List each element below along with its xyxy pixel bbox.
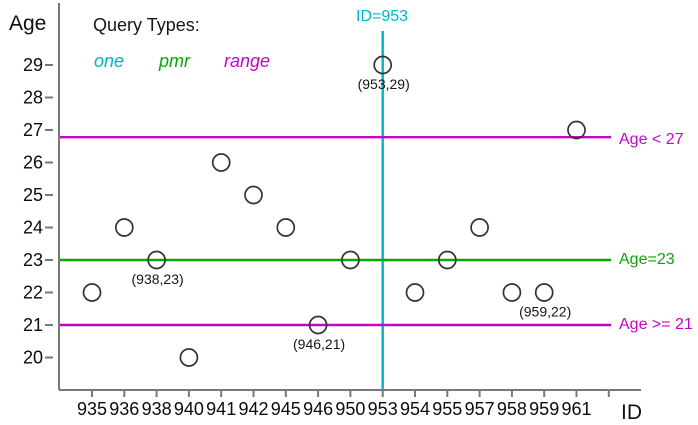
legend-item-one: one [94, 51, 125, 71]
x-tick-label: 961 [561, 399, 591, 419]
data-point [405, 283, 425, 302]
data-point [147, 250, 166, 270]
data-point [373, 55, 393, 75]
y-tick-label: 29 [23, 55, 43, 75]
data-point [534, 283, 554, 302]
x-tick-label: 941 [206, 399, 236, 419]
y-axis-title: Age [9, 12, 47, 35]
range-lower-query-line-label: Age >= 21 [619, 316, 693, 333]
x-tick-label: 946 [303, 399, 333, 419]
point-label: (959,22) [519, 304, 571, 320]
legend-item-range: range [224, 51, 271, 71]
data-point [437, 250, 457, 270]
data-point [179, 348, 199, 367]
data-point [82, 283, 102, 302]
x-tick-label: 935 [77, 399, 107, 419]
y-tick-label: 28 [23, 88, 43, 108]
x-tick-label: 942 [238, 399, 268, 419]
y-tick-label: 21 [23, 315, 43, 335]
data-point [341, 250, 360, 270]
x-tick-label: 954 [400, 399, 430, 419]
x-tick-label: 950 [335, 399, 365, 419]
x-tick-label: 936 [109, 399, 139, 419]
y-tick-label: 25 [23, 185, 43, 205]
x-tick-label: 938 [142, 399, 172, 419]
data-point [567, 120, 586, 140]
y-tick-label: 24 [23, 218, 43, 238]
data-point [470, 218, 489, 237]
one-query-line-label: ID=953 [356, 8, 409, 25]
y-tick-label: 23 [23, 250, 43, 270]
y-tick-label: 22 [23, 283, 43, 303]
legend-title: Query Types: [93, 15, 200, 35]
point-label: (953,29) [358, 76, 410, 92]
data-point [276, 218, 296, 237]
x-tick-label: 957 [465, 399, 495, 419]
data-point [244, 185, 263, 205]
y-tick-label: 20 [23, 348, 43, 368]
legend-item-pmr: pmr [159, 51, 190, 71]
x-axis-title: ID [621, 401, 642, 424]
data-point [502, 283, 522, 302]
data-point [308, 315, 328, 335]
y-tick-label: 26 [23, 153, 43, 173]
x-tick-label: 955 [432, 399, 462, 419]
point-label: (938,23) [132, 271, 184, 287]
point-label: (946,21) [293, 336, 345, 352]
x-tick-label: 958 [497, 399, 527, 419]
x-tick-label: 953 [368, 399, 398, 419]
data-point [114, 218, 134, 237]
x-tick-label: 945 [271, 399, 301, 419]
x-tick-label: 959 [529, 399, 559, 419]
pmr-query-line-label: Age=23 [619, 251, 675, 268]
y-tick-label: 27 [23, 120, 43, 140]
x-tick-label: 940 [174, 399, 204, 419]
data-point [211, 153, 231, 172]
range-upper-query-line-label: Age < 27 [619, 131, 684, 148]
